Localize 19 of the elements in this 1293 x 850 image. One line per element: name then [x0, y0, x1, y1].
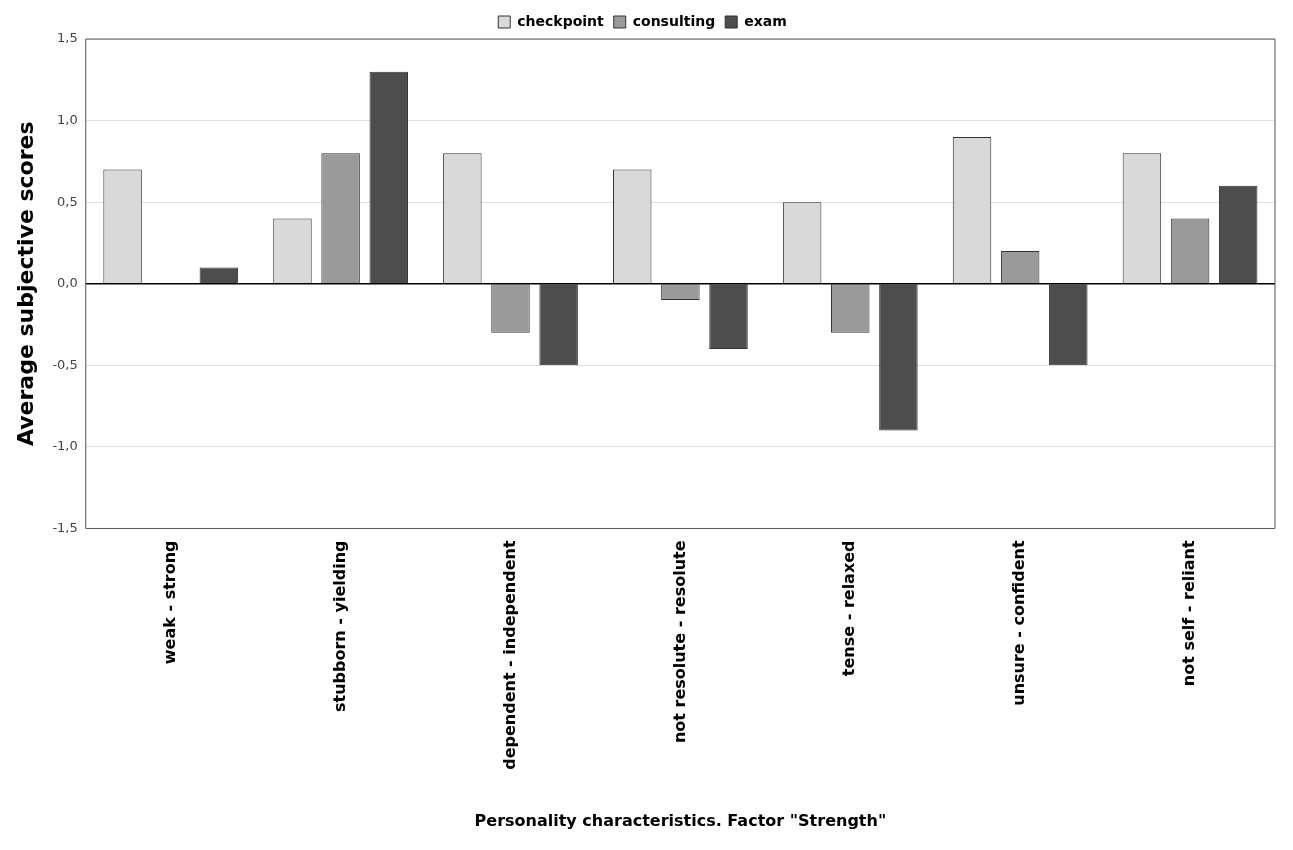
x-tick-label: weak - strong — [159, 540, 179, 665]
x-tick-label: not resolute - resolute — [669, 540, 689, 744]
y-tick-label: 1,5 — [57, 30, 78, 46]
legend-label: checkpoint — [517, 12, 605, 29]
y-tick-label: -0,5 — [52, 356, 78, 372]
y-tick-label: -1,5 — [52, 519, 78, 535]
y-tick-label: 0,5 — [57, 193, 78, 209]
y-tick-label: 1,0 — [57, 111, 78, 127]
x-tick-label: tense - relaxed — [839, 540, 859, 677]
x-tick-label: dependent - independent — [499, 540, 519, 770]
x-tick-label: not self - reliant — [1179, 540, 1199, 687]
x-tick-label: unsure - confident — [1009, 540, 1029, 706]
y-tick-label: 0,0 — [57, 275, 78, 291]
x-tick-label: stubborn - yielding — [329, 540, 349, 713]
x-axis-title: Personality characteristics. Factor "Strength" — [474, 810, 887, 830]
y-axis-title: Average subjective scores — [12, 121, 38, 447]
legend-label: consulting — [632, 12, 716, 29]
legend-label: exam — [744, 12, 787, 29]
y-tick-label: -1,0 — [52, 438, 78, 454]
